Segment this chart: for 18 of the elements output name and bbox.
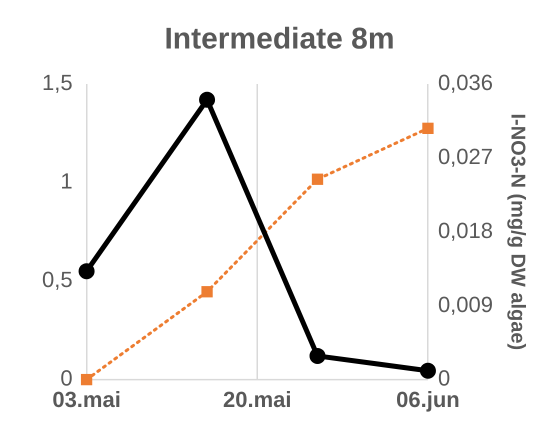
x-tick-label: 20.mai (223, 386, 292, 412)
y2-tick-label: 0,036 (438, 70, 494, 96)
y-tick-label: 1 (60, 168, 73, 194)
y2-axis-title: I-NO3-N (mg/g DW algae) (506, 113, 528, 350)
point (80, 374, 92, 386)
chart-title: Intermediate 8m (164, 22, 395, 56)
point (78, 263, 95, 280)
y2-tick-label: 0,009 (438, 292, 494, 317)
point (420, 362, 436, 379)
y2-tick-label: 0,027 (438, 144, 494, 169)
point (201, 286, 213, 298)
y-tick-label: 1,5 (42, 70, 73, 96)
point (312, 174, 324, 185)
point (422, 122, 434, 134)
y2-tick-label: 0,018 (438, 218, 494, 243)
point (310, 348, 326, 364)
y-tick-label: 0,5 (42, 267, 73, 292)
point (199, 92, 216, 108)
